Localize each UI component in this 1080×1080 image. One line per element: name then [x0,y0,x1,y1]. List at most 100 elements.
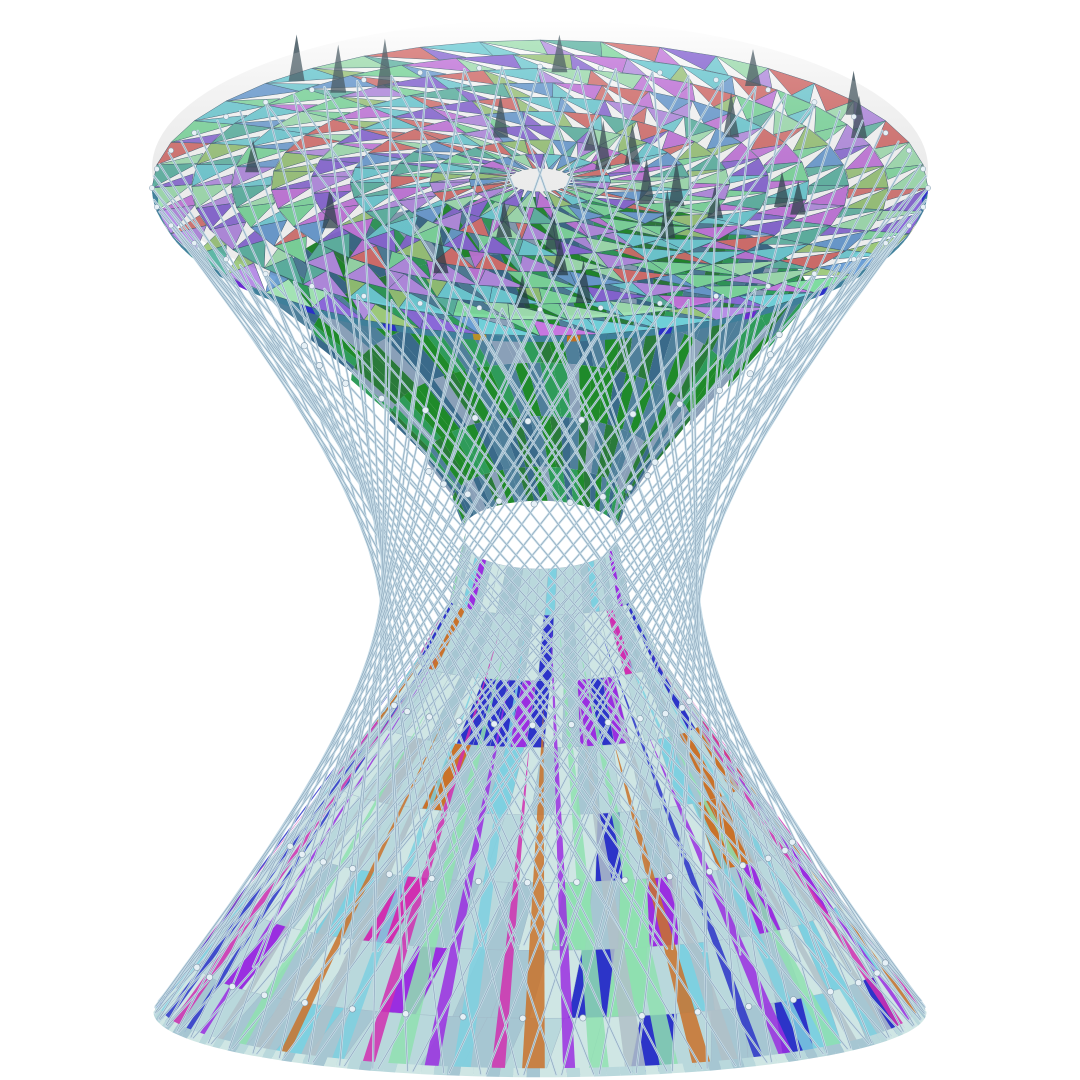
lower-rim-segment [794,1050,809,1061]
node-sphere [685,697,693,705]
node-sphere [471,414,479,422]
inner-face [524,466,541,501]
node-sphere [528,721,536,729]
node-sphere [523,879,531,887]
node-sphere [638,1012,646,1020]
ruling-line-edge [283,187,929,962]
ruling-line-edge [688,300,708,952]
node-sphere [566,498,574,506]
lower-rim-segment [486,1067,501,1077]
ruling-line-edge [168,152,703,1070]
lower-rim-segment [774,1053,789,1064]
upper-rim-segment [899,233,909,248]
lower-rim-segment [433,1065,448,1076]
ruling-line-edge [176,75,689,1032]
ruling-line-edge [652,304,741,955]
node-sphere [425,467,433,475]
lower-rim-segment [869,1034,882,1045]
ruling-line-edge [239,264,921,1021]
lower-sliver [169,691,410,1029]
lower-rim-segment [606,1066,621,1077]
node-sphere [361,293,367,299]
lower-rim-segment [855,1038,868,1049]
lower-rim-segment [181,1028,193,1039]
node-sphere [153,204,160,210]
ruling-line-edge [151,187,797,1059]
node-sphere [402,1010,410,1018]
node-sphere [537,306,543,313]
node-sphere [476,305,483,311]
upper-rim-segment [175,238,186,252]
upper-rim-segment [894,238,905,252]
node-sphere [666,873,674,881]
lower-rim-segment [358,1060,374,1071]
node-sphere [403,707,411,715]
node-sphere [920,166,927,172]
node-sphere [636,715,644,723]
inner-face [627,452,655,501]
node-spheres-layer [149,63,931,1022]
inner-face [622,376,647,433]
lower-sliver [361,631,500,1067]
node-sphere [464,490,472,498]
upper-rim-segment [903,228,913,243]
node-sphere [361,77,367,83]
node-sphere [530,500,538,508]
inner-face [464,480,482,513]
node-sphere [621,876,629,884]
node-sphere [577,416,585,424]
ruling-line-edge [159,211,736,955]
ruling-line-edge [228,67,579,1049]
node-sphere [567,721,575,729]
lower-sliver [664,725,843,1051]
node-sphere [191,240,198,246]
node-sphere [906,222,912,229]
node-sphere [425,713,433,721]
upper-rim-segment [916,208,925,223]
node-sphere [168,222,174,229]
node-sphere [788,838,796,846]
node-sphere [873,969,881,977]
lower-rim-segment [741,1057,757,1068]
ruling-line-edge [523,264,841,946]
node-sphere [228,983,236,991]
inner-face [547,466,561,502]
lower-rim-segment [459,1066,474,1077]
inner-face [530,416,549,467]
node-sphere [746,370,754,378]
node-sphere [661,710,669,718]
node-sphere [644,472,652,480]
lower-rim-segment [526,1068,540,1078]
node-sphere [440,480,448,488]
upper-shading [152,20,928,316]
node-sphere [262,99,269,106]
node-sphere [851,256,857,263]
upper-rim-segment [913,213,923,228]
node-sphere [260,991,268,999]
ruling-line-edge [256,175,927,967]
inner-face [424,456,455,497]
ruling-line-edge [239,110,557,1075]
node-sphere [315,361,323,369]
lower-rim-segment [323,1057,339,1068]
lower-rim-segment [271,1050,286,1061]
lower-rim-segment [446,1066,461,1076]
node-sphere [657,300,663,307]
node-sphere [766,351,774,359]
node-sphere [495,497,503,505]
upper-rim-segment [731,313,746,323]
ruling-line-edge [217,255,914,1027]
node-sphere [765,86,771,93]
inner-face [723,310,762,369]
lower-rim-segment [261,1048,276,1059]
lower-rim-segment [912,1015,921,1026]
node-sphere [599,493,607,501]
lower-rim-segment [291,1053,306,1064]
node-sphere [474,877,482,885]
upper-rim-segment [856,266,869,279]
node-sphere [676,400,684,408]
ruling-line-edge [217,120,595,1075]
node-sphere [455,717,463,725]
lower-rim-segment [192,1032,205,1043]
